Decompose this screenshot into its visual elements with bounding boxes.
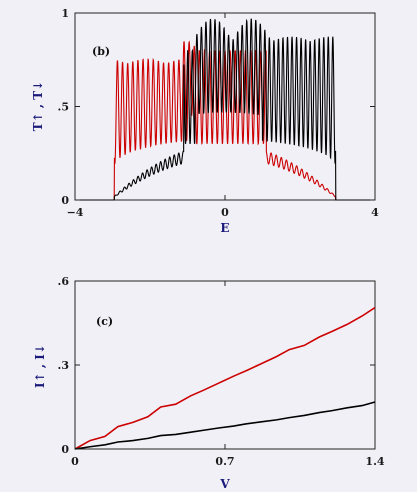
panel-b: −4 0 40.51 (b) E T↑ , T↓: [31, 7, 379, 235]
panel-c-ticks: 0 0.7 1.4 0 .3 .6: [58, 275, 385, 468]
panel-c-xtick-label: 0.7: [215, 455, 234, 468]
panel-c-series-line-0: [74, 306, 376, 450]
panel-c: 0 0.7 1.4 0 .3 .6 (c) V I↑ , I↓: [33, 275, 385, 491]
panel-b-ylabel: T↑ , T↓: [31, 81, 45, 132]
panel-b-xlabel: E: [220, 221, 229, 235]
panel-c-frame: [74, 280, 376, 450]
panel-c-xtick-label: 1.4: [365, 455, 384, 468]
panel-b-ticks: −4 0 40.51: [58, 7, 380, 219]
panel-b-xtick-label: 0: [221, 206, 229, 219]
panel-b-xtick-label: 4: [371, 206, 379, 219]
panel-b-series: [75, 18, 375, 201]
panel-b-series-line-1: [75, 18, 375, 201]
panel-c-ytick-label: .3: [58, 359, 69, 372]
panel-c-xlabel: V: [219, 477, 230, 491]
panel-c-ylabel: I↑ , I↓: [33, 344, 47, 388]
panel-c-series-line-1: [74, 401, 376, 450]
panel-b-ytick-label: 1: [61, 7, 69, 20]
panel-b-ytick-label: .5: [58, 101, 69, 114]
panel-c-xtick-label: 0: [71, 455, 79, 468]
panel-c-series: [74, 306, 376, 450]
panel-c-label: (c): [96, 315, 113, 328]
panel-c-ytick-label: 0: [61, 443, 69, 456]
panel-b-xtick-label: −4: [67, 206, 84, 219]
panel-b-label: (b): [92, 45, 110, 58]
panel-b-ytick-label: 0: [61, 194, 69, 207]
panel-c-ytick-label: .6: [58, 275, 70, 288]
